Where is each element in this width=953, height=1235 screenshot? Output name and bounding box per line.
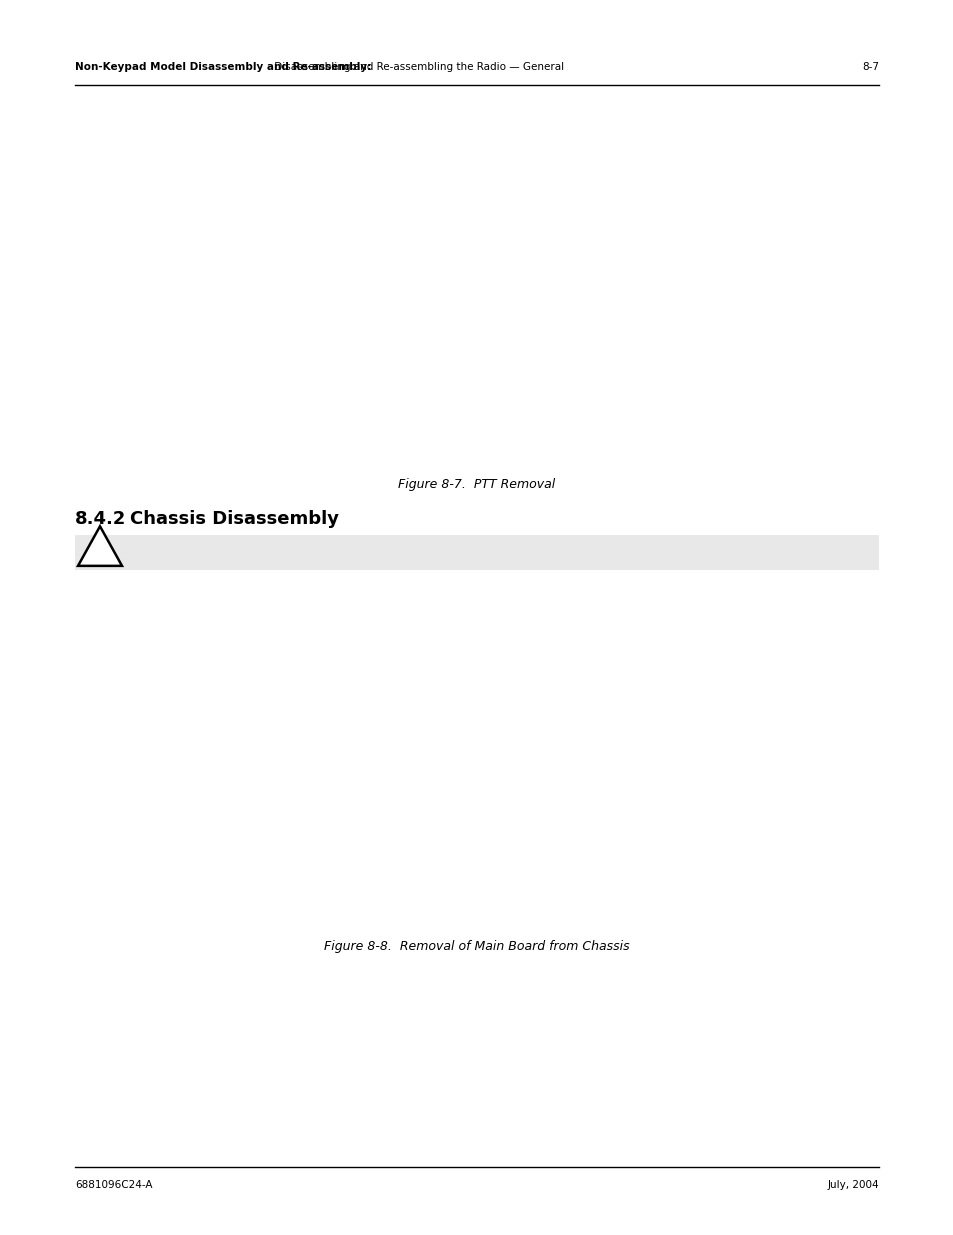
Polygon shape [78,526,122,566]
Text: 6881096C24-A: 6881096C24-A [75,1179,152,1191]
Text: Chassis Disassembly: Chassis Disassembly [130,510,338,529]
Text: Disassembling and Re-assembling the Radio — General: Disassembling and Re-assembling the Radi… [271,62,563,72]
Text: July, 2004: July, 2004 [826,1179,878,1191]
Text: 8-7: 8-7 [862,62,878,72]
Bar [75,535,878,571]
Text: 8.4.2: 8.4.2 [75,510,126,529]
Text: Non-Keypad Model Disassembly and Re-assembly:: Non-Keypad Model Disassembly and Re-asse… [75,62,371,72]
Text: Figure 8-8.  Removal of Main Board from Chassis: Figure 8-8. Removal of Main Board from C… [324,940,629,953]
Text: Figure 8-7.  PTT Removal: Figure 8-7. PTT Removal [398,478,555,492]
